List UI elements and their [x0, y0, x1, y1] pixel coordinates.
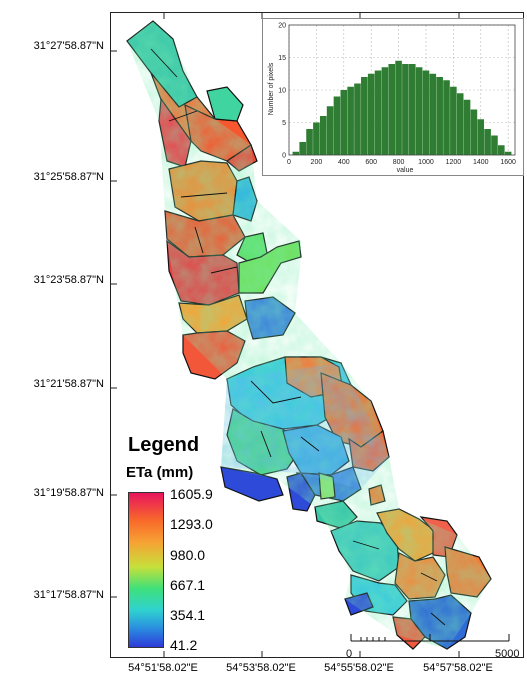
ramp-value: 1293.0 — [170, 516, 213, 532]
histogram-bar — [340, 90, 348, 155]
lon-label: 54°53'58.02"E — [226, 662, 296, 674]
histogram-bar — [381, 67, 389, 155]
y-tick-label: 5 — [282, 120, 286, 127]
ramp-value: 667.1 — [170, 577, 206, 593]
histogram-bar — [292, 151, 300, 155]
histogram-bar — [354, 83, 361, 155]
histogram-axes: 0 200 400 600 800 1000 1200 1400 1600 0 5 10 15 20 — [278, 23, 516, 167]
histogram-x-label: value — [397, 167, 414, 174]
histogram-bar — [299, 142, 306, 155]
histogram-bar — [367, 73, 375, 155]
histogram-bar — [333, 96, 341, 155]
histogram-bar — [484, 129, 491, 155]
legend-title: Legend — [128, 434, 200, 456]
lat-label: 31°23'58.87"N — [33, 274, 104, 286]
field-boundaries — [150, 48, 446, 626]
histogram-bar — [429, 73, 437, 155]
lat-label: 31°25'58.87"N — [33, 171, 104, 183]
x-tick-label: 1400 — [473, 159, 489, 166]
histogram-bar — [477, 119, 485, 155]
x-tick-label: 600 — [365, 159, 377, 166]
lat-label: 31°27'58.87"N — [33, 40, 104, 52]
plot-border — [288, 24, 516, 156]
histogram-bar — [470, 109, 478, 155]
y-tick-label: 0 — [282, 153, 286, 160]
lon-label: 54°51'58.02"E — [128, 662, 198, 674]
x-tick-label: 800 — [393, 159, 405, 166]
ramp-value: 354.1 — [170, 607, 206, 623]
histogram-bar — [408, 64, 416, 155]
color-ramp — [128, 492, 164, 648]
histogram-bar — [319, 116, 327, 155]
histogram-y-label: Number of pixels — [268, 62, 275, 115]
y-tick-label: 15 — [278, 55, 286, 62]
histogram-bar — [504, 151, 512, 155]
histogram-bar — [374, 70, 382, 155]
histogram-bar — [450, 86, 457, 155]
histogram-bar — [306, 129, 313, 155]
lon-label: 54°57'58.02"E — [423, 662, 493, 674]
scale-start-label: 0 — [346, 648, 352, 657]
lon-label: 54°55'58.02"E — [324, 662, 394, 674]
lat-label: 31°21'58.87"N — [33, 378, 104, 390]
histogram-bar — [415, 67, 423, 155]
lat-label: 31°19'58.87"N — [33, 487, 104, 499]
x-tick-label: 0 — [287, 159, 291, 166]
histogram-bar — [326, 106, 334, 155]
ramp-value: 41.2 — [170, 637, 198, 653]
histogram-bar — [463, 99, 471, 155]
histogram-bar — [498, 145, 505, 155]
histogram-bar — [456, 93, 464, 155]
x-tick-label: 1600 — [500, 159, 516, 166]
x-tick-label: 1000 — [418, 159, 434, 166]
histogram-inset: 0 200 400 600 800 1000 1200 1400 1600 0 5 10 15 20 Nu… — [262, 18, 524, 176]
legend-subtitle: ETa (mm) — [126, 464, 194, 481]
histogram-bar — [491, 135, 498, 155]
legend: Legend ETa (mm) 1605.9 1293.0 980.0 667.… — [118, 430, 278, 660]
scale-end-label: 5000 — [495, 648, 519, 657]
map-frame: 0 5000 — [110, 12, 524, 660]
histogram-bars — [292, 60, 512, 155]
histogram-bar — [347, 86, 354, 155]
map-canvas: 0 5000 — [111, 13, 519, 660]
histogram-bar — [443, 80, 450, 155]
y-tick-label: 10 — [278, 88, 286, 95]
field-texture — [127, 21, 491, 649]
histogram-chart: 0 200 400 600 800 1000 1200 1400 1600 0 5 10 15 20 Nu… — [268, 23, 516, 175]
histogram-bar — [361, 77, 368, 155]
histogram-bar — [402, 64, 409, 155]
frame-ticks — [111, 13, 460, 657]
histogram-bar — [388, 64, 396, 155]
histogram-bar — [436, 77, 443, 155]
histogram-bar — [422, 70, 430, 155]
x-tick-label: 1200 — [446, 159, 462, 166]
x-tick-label: 400 — [338, 159, 350, 166]
ramp-value: 980.0 — [170, 547, 206, 563]
histogram-bar — [313, 122, 320, 155]
lat-label: 31°17'58.87"N — [33, 589, 104, 601]
ramp-value: 1605.9 — [170, 486, 213, 502]
y-tick-label: 20 — [278, 23, 286, 30]
x-tick-label: 200 — [311, 159, 323, 166]
histogram-bar — [395, 60, 402, 155]
